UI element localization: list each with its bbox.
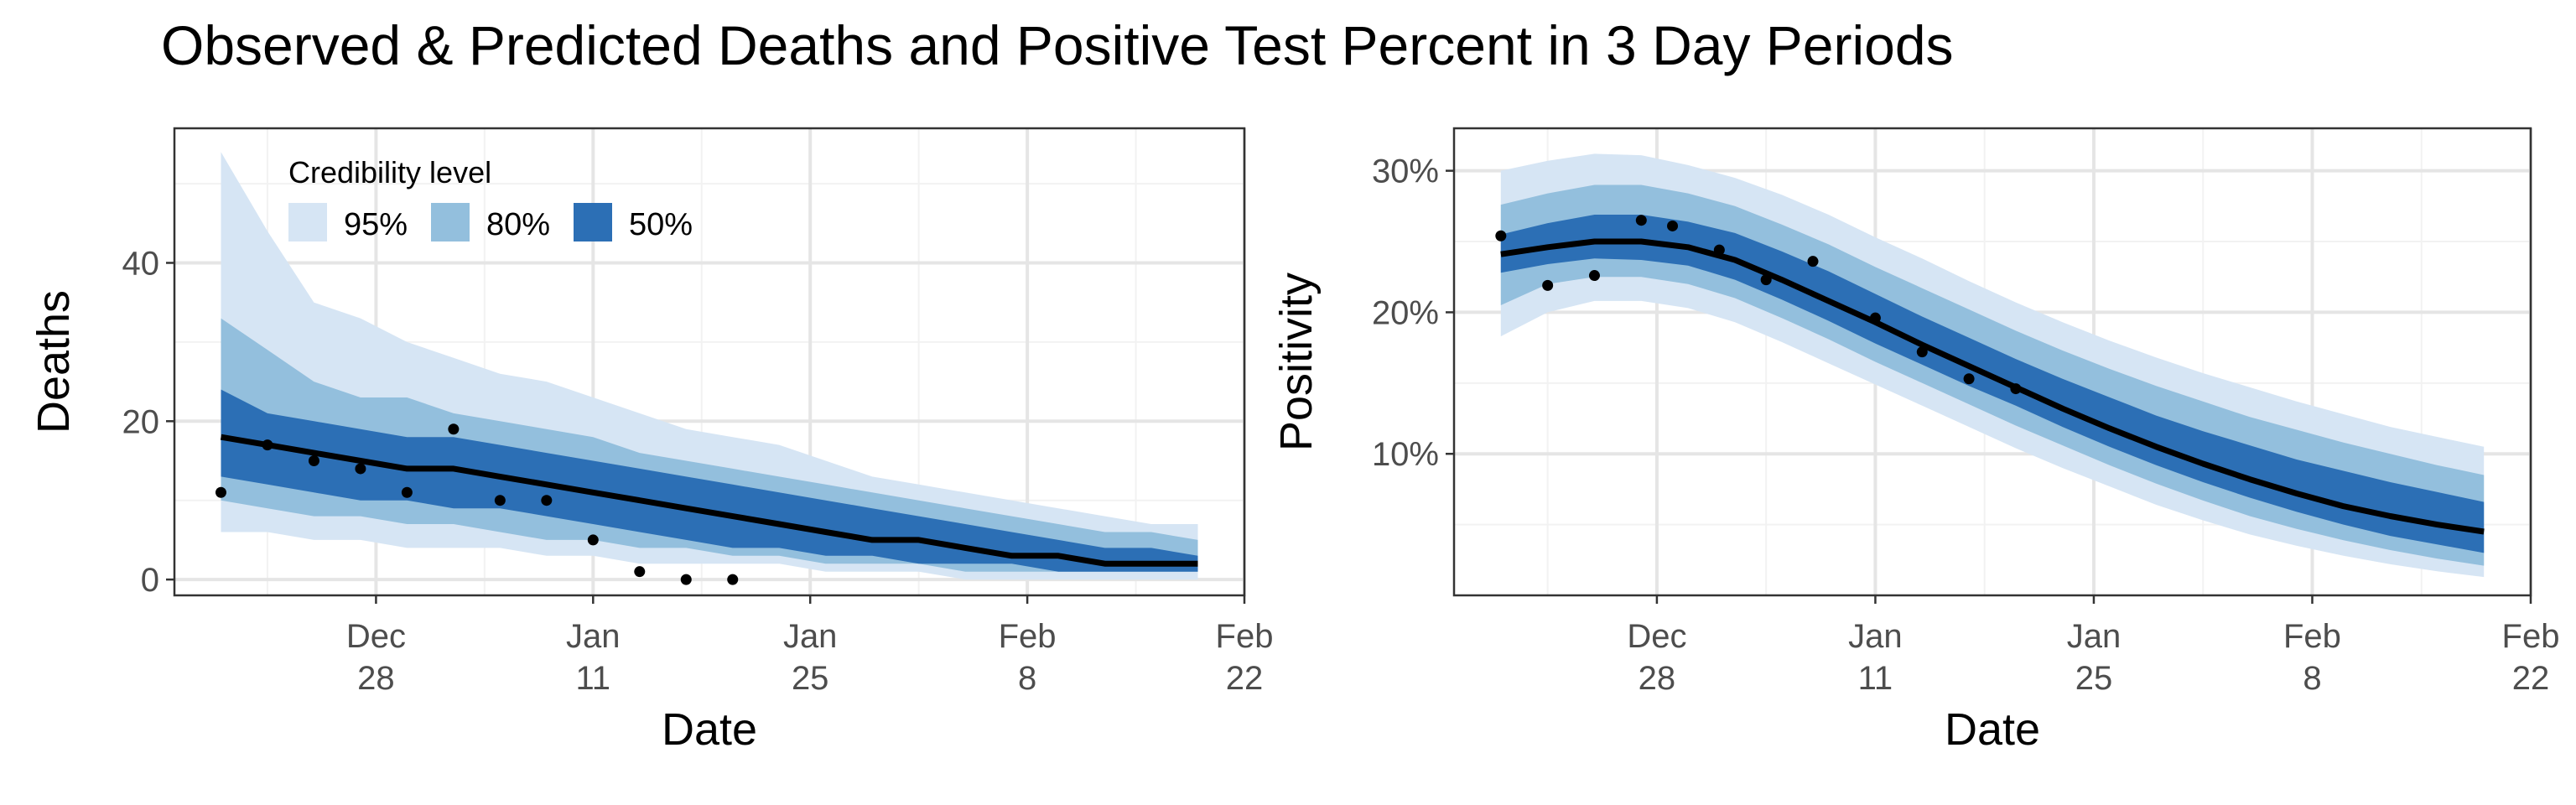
legend-swatch-95%: [288, 203, 327, 242]
legend-swatch-50%: [574, 203, 612, 242]
positivity-x-axis-title: Date: [1945, 704, 2040, 755]
legend-title: Credibility level: [288, 155, 491, 190]
deaths-observed-point: [308, 455, 319, 467]
positivity-observed-point: [1542, 279, 1554, 291]
deaths-y-tick-label: 40: [122, 245, 160, 282]
deaths-y-tick-label: 0: [141, 562, 159, 599]
legend-label-50%: 50%: [629, 207, 693, 242]
deaths-observed-point: [494, 495, 506, 506]
positivity-x-tick-label-month: Feb: [2502, 618, 2560, 655]
positivity-y-tick-label: 30%: [1372, 153, 1439, 190]
positivity-panel: 10% 20% 30% Dec 28 Jan 11 Jan 25 Feb 8 Feb 22 Date Pos…: [1271, 127, 2560, 755]
deaths-observed-point: [262, 439, 273, 451]
deaths-y-tick-label: 20: [122, 403, 160, 440]
deaths-x-tick-label-day: 11: [576, 660, 611, 697]
deaths-x-tick-label-day: 25: [792, 660, 829, 697]
positivity-x-tick-label-month: Jan: [2067, 618, 2122, 655]
deaths-x-tick-label-day: 22: [1226, 660, 1264, 697]
positivity-x-tick-label-month: Jan: [1848, 618, 1903, 655]
positivity-observed-point: [1807, 256, 1819, 267]
positivity-y-tick-label: 10%: [1372, 436, 1439, 473]
positivity-observed-point: [1713, 244, 1725, 256]
deaths-x-tick-label-month: Feb: [999, 618, 1057, 655]
positivity-observed-point: [1760, 274, 1772, 286]
legend: Credibility level 95% 80% 50%: [288, 155, 693, 242]
legend-label-80%: 80%: [486, 207, 550, 242]
deaths-observed-point: [541, 495, 553, 506]
positivity-observed-point: [1963, 373, 1975, 385]
deaths-panel-border: [173, 127, 1246, 597]
deaths-y-axis-title: Deaths: [29, 290, 79, 434]
deaths-x-tick-label-month: Dec: [346, 618, 406, 655]
deaths-x-tick-label-day: 8: [1018, 660, 1036, 697]
positivity-x-tick-label-day: 11: [1858, 660, 1893, 697]
positivity-x-tick-label-day: 8: [2303, 660, 2321, 697]
deaths-panel: 0 20 40 Dec 28 Jan 11 Jan 25 Feb 8 Feb 22 Date Deaths: [29, 127, 1274, 755]
deaths-observed-point: [355, 463, 366, 475]
deaths-x-tick-label-month: Feb: [1216, 618, 1274, 655]
deaths-x-tick-label-day: 28: [357, 660, 395, 697]
deaths-observed-point: [448, 423, 460, 435]
positivity-y-tick-label: 20%: [1372, 294, 1439, 331]
deaths-observed-point: [727, 574, 739, 585]
legend-label-95%: 95%: [344, 207, 408, 242]
positivity-panel-border: [1452, 127, 2532, 597]
deaths-band-50: [221, 389, 1198, 572]
page-title: Observed & Predicted Deaths and Positive…: [161, 14, 1954, 76]
positivity-median-line: [1500, 238, 2485, 535]
positivity-y-axis-title: Positivity: [1271, 273, 1322, 451]
positivity-x-tick-label-month: Dec: [1627, 618, 1686, 655]
deaths-observed-point: [680, 574, 692, 585]
positivity-x-tick-label-day: 22: [2512, 660, 2550, 697]
positivity-observed-point: [1916, 346, 1928, 358]
positivity-observed-point: [1869, 312, 1881, 324]
deaths-observed-point: [587, 534, 599, 546]
deaths-x-tick-label-month: Jan: [783, 618, 838, 655]
deaths-observed-point: [634, 566, 646, 578]
positivity-x-tick-label-day: 25: [2075, 660, 2113, 697]
positivity-observed-point: [1588, 270, 1600, 282]
deaths-x-tick-label-month: Jan: [566, 618, 621, 655]
positivity-observed-point: [1667, 220, 1679, 231]
positivity-observed-point: [1495, 230, 1507, 242]
deaths-x-axis-title: Date: [662, 704, 757, 755]
positivity-observed-point: [2010, 383, 2022, 395]
deaths-median-line: [220, 434, 1198, 567]
legend-swatch-80%: [431, 203, 470, 242]
positivity-observed-point: [1635, 215, 1647, 226]
deaths-observed-point: [401, 486, 413, 498]
deaths-observed-point: [215, 486, 226, 498]
positivity-x-tick-label-month: Feb: [2283, 618, 2341, 655]
positivity-x-tick-label-day: 28: [1639, 660, 1676, 697]
positivity-band-50: [1500, 215, 2485, 553]
